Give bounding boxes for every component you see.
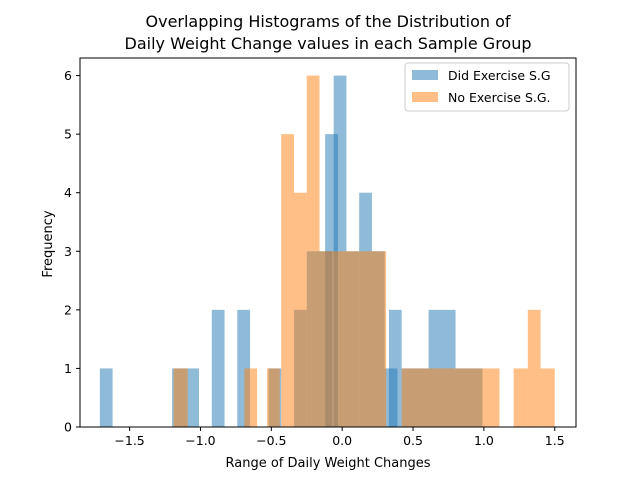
y-axis-label: Frequency <box>41 210 56 277</box>
legend-swatch-no-exercise <box>412 92 438 102</box>
bar-no-exercise <box>306 75 320 428</box>
chart-title-line-1: Overlapping Histograms of the Distributi… <box>146 12 511 31</box>
bar-no-exercise <box>373 251 387 427</box>
bar-did-exercise <box>388 309 402 427</box>
bar-no-exercise <box>332 251 347 427</box>
x-tick-label: 1.0 <box>474 433 494 448</box>
bar-no-exercise <box>173 368 188 427</box>
y-tick-label: 3 <box>64 244 72 259</box>
legend-box <box>404 62 570 112</box>
series-no-exercise <box>173 75 555 428</box>
bar-no-exercise <box>401 368 484 427</box>
bar-no-exercise <box>483 368 500 427</box>
x-axis-ticks: −1.5 −1.0 −0.5 0.0 0.5 1.0 1.5 <box>114 427 565 448</box>
y-tick-label: 6 <box>64 68 72 83</box>
bar-did-exercise <box>211 309 225 427</box>
bar-no-exercise <box>319 251 333 427</box>
legend-label-no-exercise: No Exercise S.G. <box>448 90 551 105</box>
x-tick-label: −1.0 <box>185 433 215 448</box>
x-tick-label: 0.0 <box>332 433 352 448</box>
x-tick-label: 1.5 <box>545 433 565 448</box>
bar-no-exercise <box>293 192 307 427</box>
bar-no-exercise <box>513 368 528 427</box>
x-tick-label: 0.5 <box>403 433 423 448</box>
legend: Did Exercise S.G No Exercise S.G. <box>404 62 570 112</box>
bar-no-exercise <box>346 251 360 427</box>
x-tick-label: −0.5 <box>256 433 286 448</box>
chart-title-line-2: Daily Weight Change values in each Sampl… <box>125 34 532 53</box>
legend-label-did-exercise: Did Exercise S.G <box>448 68 551 83</box>
bar-no-exercise <box>267 368 280 427</box>
bar-did-exercise <box>186 368 200 427</box>
y-tick-label: 0 <box>64 420 72 435</box>
bar-did-exercise <box>99 368 113 427</box>
y-tick-label: 4 <box>64 185 72 200</box>
bar-no-exercise <box>540 368 555 427</box>
bar-no-exercise <box>281 134 294 427</box>
bar-no-exercise <box>359 251 374 427</box>
x-axis-label: Range of Daily Weight Changes <box>226 456 431 471</box>
x-tick-label: −1.5 <box>114 433 144 448</box>
legend-swatch-did-exercise <box>412 70 438 80</box>
y-tick-label: 1 <box>64 361 72 376</box>
bar-no-exercise <box>244 368 258 427</box>
y-axis-ticks: 0 1 2 3 4 5 6 <box>64 68 80 435</box>
bar-no-exercise <box>527 309 541 427</box>
y-tick-label: 5 <box>64 127 72 142</box>
plot-frame <box>79 57 577 428</box>
y-tick-label: 2 <box>64 302 72 317</box>
